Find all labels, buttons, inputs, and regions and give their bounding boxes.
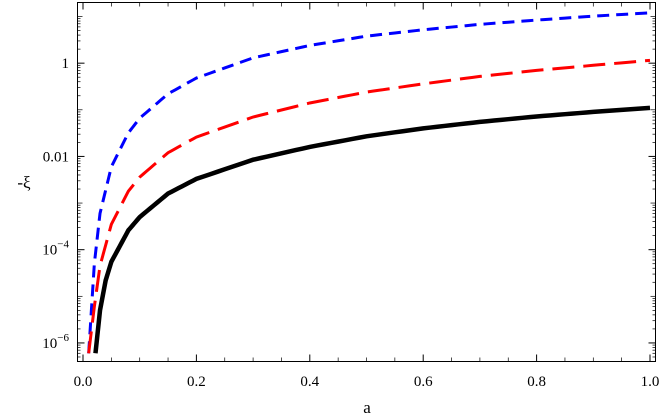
- series-layer: [87, 11, 651, 354]
- x-tick-label: 0.6: [414, 374, 433, 390]
- y-tick-label: 10−6: [42, 332, 69, 352]
- ticks-layer: [77, 2, 656, 362]
- y-tick-label: 0.01: [43, 149, 69, 165]
- x-tick-label: 1.0: [641, 374, 660, 390]
- series-line-3: [93, 105, 651, 354]
- x-tick-label: 0.4: [300, 374, 319, 390]
- y-axis-label: -ξ: [17, 173, 31, 192]
- plot-frame: [77, 2, 656, 362]
- series-line-1: [87, 11, 651, 354]
- x-tick-label: 0.8: [527, 374, 546, 390]
- y-tick-label: 1: [62, 56, 70, 72]
- x-tick-label: 0.0: [74, 374, 93, 390]
- x-tick-label: 0.2: [187, 374, 206, 390]
- x-axis-label: a: [363, 398, 371, 417]
- series-line-2: [87, 58, 651, 354]
- labels-layer: 0.0 0.2 0.4 0.6 0.8 1.0 10−6 10−4 0.01 1: [42, 56, 659, 390]
- y-tick-label: 10−4: [42, 239, 69, 259]
